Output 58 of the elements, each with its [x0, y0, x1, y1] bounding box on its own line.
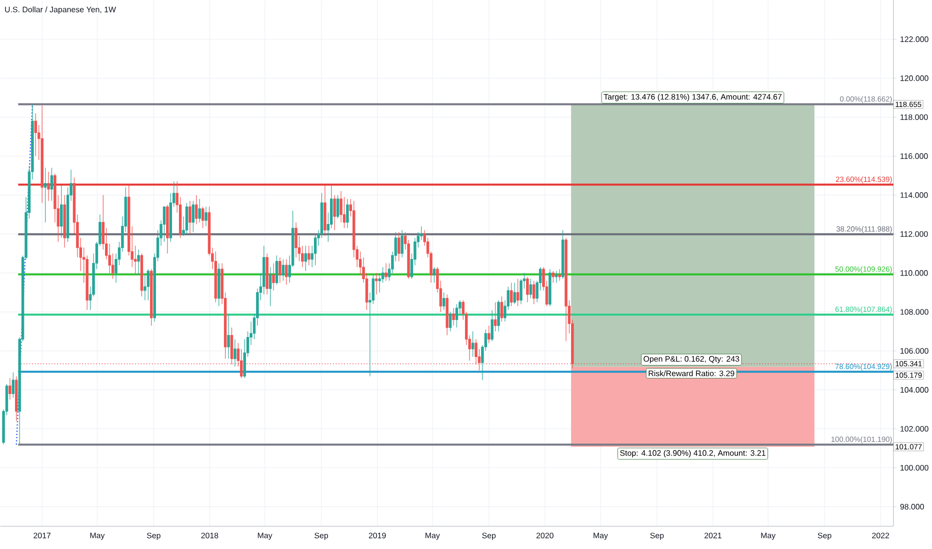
candlestick	[446, 294, 448, 336]
candlestick	[314, 234, 317, 266]
candlestick	[34, 112, 38, 156]
candlestick	[510, 282, 513, 306]
candlestick	[346, 198, 349, 228]
candlestick	[324, 184, 326, 236]
candlestick	[532, 280, 536, 304]
candlestick	[548, 268, 552, 306]
candlestick	[488, 325, 490, 344]
candlestick	[150, 268, 153, 326]
candlestick	[471, 331, 474, 357]
candlestick	[432, 266, 436, 283]
candlestick	[204, 206, 208, 226]
candlestick	[146, 268, 150, 300]
candlestick	[294, 222, 298, 258]
candlestick	[452, 308, 455, 326]
candlestick	[564, 238, 568, 342]
candlestick	[63, 194, 66, 248]
candlestick	[282, 258, 285, 282]
candlestick	[490, 310, 494, 342]
candlestick	[513, 282, 516, 304]
candlestick	[526, 276, 529, 302]
candlestick	[497, 300, 500, 332]
candlestick	[400, 230, 404, 258]
candlestick	[234, 338, 236, 367]
candlestick	[304, 245, 308, 272]
candlestick	[162, 206, 166, 242]
candlestick	[494, 302, 497, 332]
candlestick	[455, 304, 458, 328]
candlestick	[47, 171, 50, 202]
candlestick	[285, 258, 288, 285]
candlestick	[333, 194, 336, 230]
candlestick	[166, 204, 169, 254]
candlestick	[278, 257, 282, 283]
candlestick	[50, 167, 54, 202]
candlestick	[15, 376, 18, 422]
candlestick	[268, 266, 272, 306]
candlestick	[398, 232, 400, 262]
candlestick	[188, 200, 192, 234]
candlestick	[60, 184, 63, 238]
candlestick	[558, 268, 561, 282]
candlestick	[218, 262, 220, 306]
candlestick	[308, 245, 310, 266]
candlestick	[442, 292, 446, 310]
candlestick	[375, 272, 378, 295]
candlestick	[272, 262, 275, 291]
candlestick	[555, 270, 558, 283]
candlestick	[198, 198, 201, 223]
candlestick	[8, 378, 12, 400]
candlestick	[44, 167, 47, 223]
candlestick	[384, 262, 388, 282]
candlestick	[516, 278, 520, 306]
candlestick	[137, 249, 140, 276]
candlestick	[552, 270, 555, 283]
candlestick	[266, 253, 268, 295]
candlestick	[40, 105, 44, 204]
candlestick	[195, 194, 198, 225]
candlestick	[227, 314, 230, 359]
